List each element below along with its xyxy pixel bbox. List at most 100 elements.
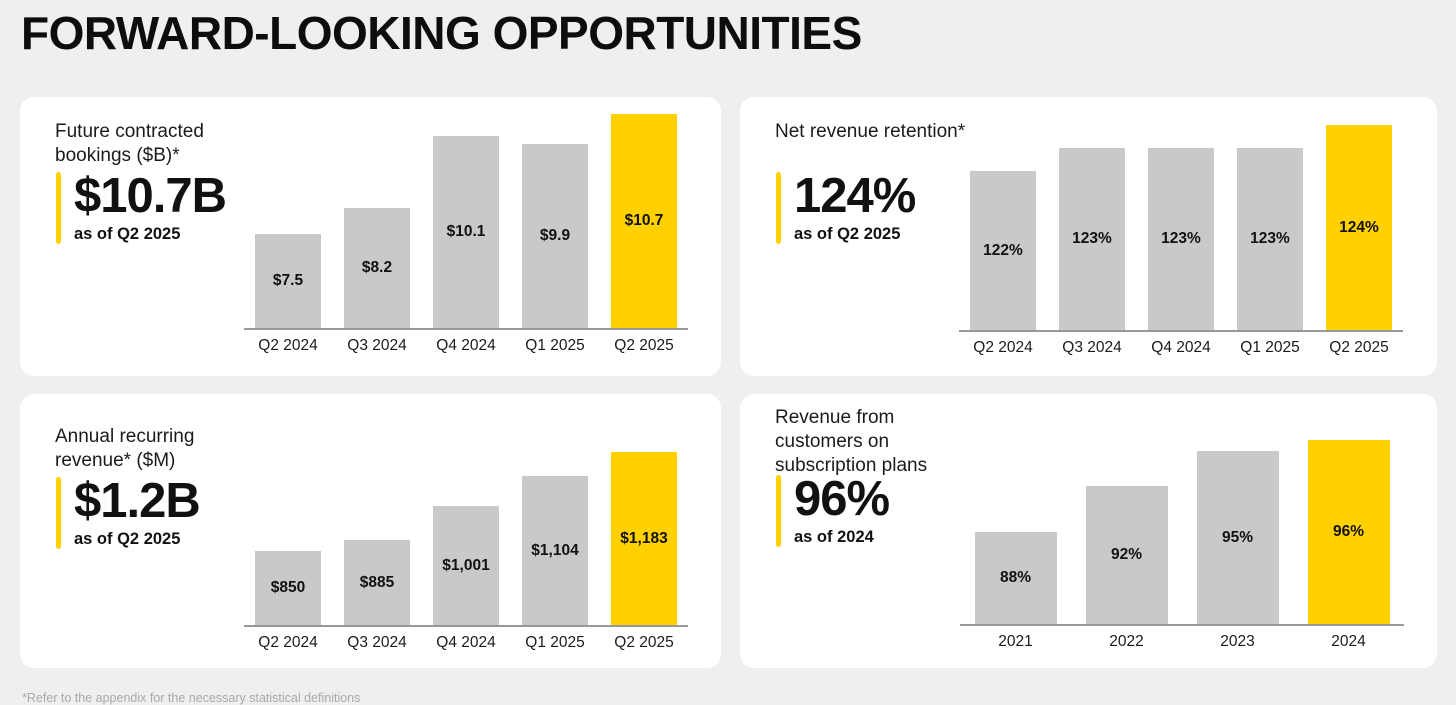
- bar-bookings-1: $8.2: [344, 208, 410, 328]
- category-label: Q3 2024: [347, 337, 407, 354]
- labels-row: Q2 2024 Q3 2024 Q4 2024 Q1 2025 Q2 2025: [244, 634, 688, 652]
- bars-row: $850 $885 $1,001 $1,104 $1,183: [244, 450, 688, 625]
- panel-subscription-revenue: Revenue from customers on subscription p…: [740, 394, 1437, 668]
- bar-value-label: $1,001: [442, 556, 490, 574]
- bar-nrr-2: 123%: [1148, 148, 1214, 330]
- bar-value-label: $1,104: [531, 541, 579, 559]
- bar-subscription-3: 96%: [1307, 440, 1390, 624]
- bar-value-label: 123%: [1161, 230, 1201, 247]
- stat-caption: as of Q2 2025: [74, 529, 181, 548]
- bar-value-label: 88%: [999, 569, 1032, 586]
- bar-arr-4: $1,183: [611, 452, 677, 625]
- panel-future-contracted-bookings: Future contracted bookings ($B)* $10.7B …: [20, 97, 721, 376]
- bar-value-label: 95%: [1221, 528, 1254, 546]
- panel-annual-recurring-revenue: Annual recurring revenue* ($M) $1.2B as …: [20, 394, 721, 668]
- bar-value-label: 92%: [1110, 546, 1143, 563]
- stat-block: $1.2B as of Q2 2025: [56, 474, 201, 549]
- category-label: Q4 2024: [436, 337, 496, 354]
- category-label: Q2 2025: [614, 634, 674, 651]
- stat-text: $10.7B as of Q2 2025: [74, 169, 227, 244]
- x-axis-line: [959, 330, 1403, 332]
- category-label: Q1 2025: [525, 337, 585, 354]
- category-label: Q3 2024: [1062, 339, 1122, 356]
- bar-bookings-4: $10.7: [611, 114, 677, 328]
- bar-arr-1: $885: [344, 540, 410, 625]
- stat-block: 96% as of 2024: [776, 472, 890, 547]
- page-title: FORWARD-LOOKING OPPORTUNITIES: [21, 7, 862, 59]
- category-label: Q3 2024: [347, 634, 407, 651]
- panel-net-revenue-retention: Net revenue retention* 124% as of Q2 202…: [740, 97, 1437, 376]
- stat-text: $1.2B as of Q2 2025: [74, 474, 201, 549]
- bar-value-label: $1,183: [620, 529, 668, 547]
- bar-chart-subscription-revenue: 88% 92% 95% 96% 2021 2022 2023 2024: [960, 434, 1404, 651]
- category-label: Q2 2024: [973, 339, 1033, 356]
- labels-row: Q2 2024 Q3 2024 Q4 2024 Q1 2025 Q2 2025: [959, 339, 1403, 357]
- bar-subscription-0: 88%: [974, 532, 1057, 624]
- bar-chart-annual-recurring-revenue: $850 $885 $1,001 $1,104 $1,183 Q2 2024 Q3 202…: [244, 450, 688, 652]
- bar-nrr-0: 122%: [970, 171, 1036, 330]
- stat-text: 124% as of Q2 2025: [794, 169, 916, 244]
- stat-caption: as of Q2 2025: [74, 224, 181, 243]
- stat-value: 124%: [794, 169, 916, 223]
- category-label: Q2 2025: [614, 337, 674, 354]
- panel-heading: Future contracted bookings ($B)*: [55, 121, 204, 166]
- stat-value: $10.7B: [74, 169, 227, 223]
- stat-block: $10.7B as of Q2 2025: [56, 169, 227, 244]
- labels-row: Q2 2024 Q3 2024 Q4 2024 Q1 2025 Q2 2025: [244, 337, 688, 355]
- bar-bookings-2: $10.1: [433, 136, 499, 328]
- category-label: 2022: [1109, 633, 1144, 650]
- labels-row: 2021 2022 2023 2024: [960, 633, 1404, 651]
- bar-value-label: $850: [270, 579, 306, 596]
- bar-chart-net-revenue-retention: 122% 123% 123% 123% 124% Q2 2024 Q3 2024 Q4 20…: [959, 114, 1403, 357]
- panel-heading: Annual recurring revenue* ($M): [55, 426, 195, 471]
- bar-subscription-1: 92%: [1085, 486, 1168, 624]
- panel-heading: Net revenue retention*: [775, 121, 966, 142]
- stat-value: 96%: [794, 472, 890, 526]
- bars-row: 122% 123% 123% 123% 124%: [959, 114, 1403, 330]
- category-label: 2024: [1331, 633, 1366, 650]
- footnote: *Refer to the appendix for the necessary…: [22, 691, 361, 705]
- stat-caption: as of Q2 2025: [794, 224, 901, 243]
- category-label: Q1 2025: [1240, 339, 1300, 356]
- bar-value-label: $10.1: [446, 223, 486, 240]
- bar-value-label: $9.9: [539, 227, 571, 244]
- bar-value-label: $885: [359, 573, 395, 591]
- x-axis-line: [244, 328, 688, 330]
- panels-grid: Future contracted bookings ($B)* $10.7B …: [20, 97, 1437, 668]
- bar-value-label: 124%: [1339, 218, 1379, 236]
- bar-arr-0: $850: [255, 551, 321, 625]
- category-label: Q1 2025: [525, 634, 585, 651]
- bar-nrr-1: 123%: [1059, 148, 1125, 330]
- x-axis-line: [960, 624, 1404, 626]
- bar-nrr-4: 124%: [1326, 125, 1392, 330]
- x-axis-line: [244, 625, 688, 627]
- category-label: 2021: [998, 633, 1033, 650]
- bar-value-label: 96%: [1332, 523, 1365, 540]
- bar-value-label: 123%: [1072, 230, 1112, 247]
- bar-subscription-2: 95%: [1196, 451, 1279, 624]
- bars-row: 88% 92% 95% 96%: [960, 434, 1404, 624]
- category-label: Q2 2024: [258, 337, 318, 354]
- bar-chart-bookings: $7.5 $8.2 $10.1 $9.9 $10.7 Q2 2024 Q3 2024 Q4 …: [244, 106, 688, 355]
- bars-row: $7.5 $8.2 $10.1 $9.9 $10.7: [244, 106, 688, 328]
- category-label: Q2 2024: [258, 634, 318, 651]
- stat-accent-bar: [56, 477, 61, 549]
- bar-bookings-0: $7.5: [255, 234, 321, 328]
- bar-value-label: 122%: [983, 241, 1023, 259]
- bar-arr-3: $1,104: [522, 476, 588, 625]
- stat-accent-bar: [56, 172, 61, 244]
- bar-value-label: $10.7: [624, 212, 664, 229]
- stat-value: $1.2B: [74, 474, 201, 528]
- stat-accent-bar: [776, 172, 781, 244]
- panel-heading: Revenue from customers on subscription p…: [775, 407, 928, 476]
- bar-nrr-3: 123%: [1237, 148, 1303, 330]
- category-label: 2023: [1220, 633, 1255, 650]
- bar-value-label: $7.5: [272, 272, 304, 289]
- stat-caption: as of 2024: [794, 527, 874, 546]
- category-label: Q4 2024: [436, 634, 496, 651]
- category-label: Q4 2024: [1151, 339, 1211, 356]
- bar-arr-2: $1,001: [433, 506, 499, 625]
- stat-accent-bar: [776, 475, 781, 547]
- stat-block: 124% as of Q2 2025: [776, 169, 916, 244]
- bar-bookings-3: $9.9: [522, 144, 588, 328]
